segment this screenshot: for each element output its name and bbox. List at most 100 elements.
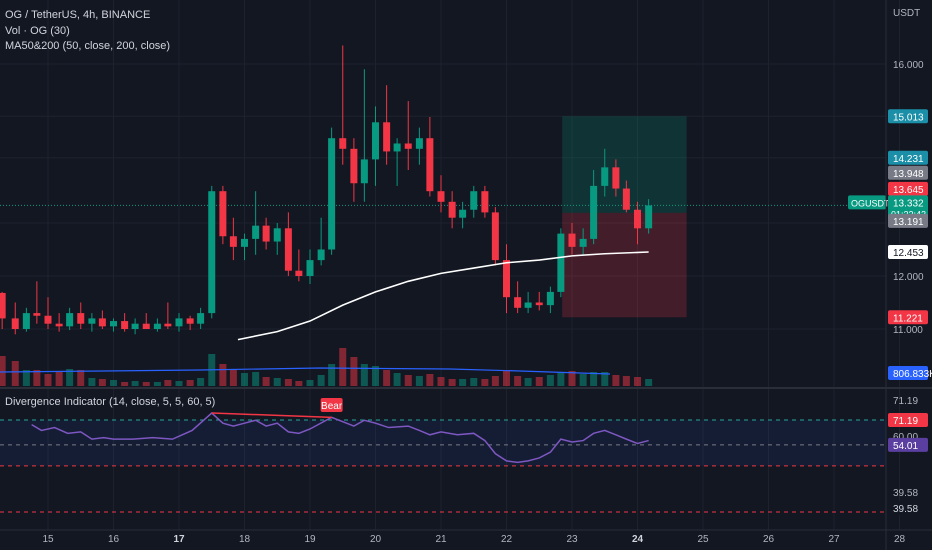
volume-bar (415, 376, 423, 386)
candle-body (186, 318, 194, 324)
volume-bar (273, 378, 281, 386)
stop-badge: 11.221 (893, 313, 923, 324)
volume-bar (142, 382, 150, 386)
candle-body (197, 313, 205, 324)
candle-body (328, 138, 336, 250)
candle-body (284, 228, 292, 271)
volume-bar (601, 372, 609, 386)
time-tick: 28 (894, 534, 906, 545)
osc-upper-badge-bg (888, 413, 928, 427)
candle-body (77, 313, 85, 324)
volume-bar (121, 382, 129, 386)
volume-bar (491, 376, 499, 386)
divergence-line (31, 412, 649, 464)
ma-badge-bg (888, 244, 928, 259)
r2-badge: 13.645 (893, 185, 924, 196)
volume-bar (437, 377, 445, 386)
volume-bar (66, 369, 74, 386)
volume-bar (459, 379, 467, 386)
volume-bar (612, 375, 620, 386)
ma-badge: 12.453 (893, 248, 924, 259)
candle-body (634, 209, 641, 229)
candle-body (339, 138, 347, 149)
time-tick: 19 (304, 534, 316, 545)
candle-body (645, 205, 653, 229)
volume-bar (524, 378, 532, 386)
candle-body (393, 143, 401, 152)
volume-badge-bg (888, 366, 928, 380)
candle-body (459, 209, 467, 218)
volume-bar (153, 382, 161, 386)
volume-bar (110, 380, 117, 386)
symbol-badge: OGUSDT (851, 198, 890, 208)
volume-bar (241, 373, 248, 386)
candle-body (131, 323, 139, 329)
volume-bar (229, 370, 237, 386)
candle-body (426, 138, 434, 192)
volume-bar (448, 379, 456, 386)
last-price: 13.332 (893, 198, 924, 209)
volume-bar (404, 375, 412, 386)
time-tick: 21 (435, 534, 447, 545)
candle-body (448, 201, 456, 218)
volume-bar (0, 356, 6, 386)
candle-body (491, 212, 499, 261)
time-tick: 23 (566, 534, 578, 545)
time-tick: 25 (697, 534, 709, 545)
candle-body (121, 321, 129, 329)
candle-body (44, 315, 52, 324)
time-tick: 26 (763, 534, 775, 545)
volume-bar (22, 370, 30, 386)
volume-bar (514, 376, 522, 386)
osc-lower-badge-bg (888, 501, 928, 515)
volume-bar (579, 374, 587, 386)
target-badge: 15.013 (893, 112, 924, 123)
time-tick: 22 (501, 534, 513, 545)
volume-bar (77, 370, 85, 386)
candle-body (503, 260, 510, 298)
candle-body (546, 291, 554, 306)
candle-body (470, 191, 478, 210)
time-tick: 15 (42, 534, 54, 545)
osc-value-badge-bg (888, 437, 928, 452)
volume-legend[interactable]: Vol · OG (30) (5, 25, 70, 37)
divergence-legend[interactable]: Divergence Indicator (14, close, 5, 5, 6… (5, 396, 216, 408)
time-tick: 24 (632, 534, 644, 545)
volume-bar (219, 364, 227, 386)
candle-body (88, 318, 96, 324)
candle-body (66, 313, 74, 327)
candle-body (164, 323, 172, 327)
volume-bar (383, 370, 391, 386)
candle-body (273, 228, 281, 242)
volume-bar (33, 370, 41, 386)
osc-tick: 60.00 (893, 432, 918, 443)
osc-tick: 71.19 (893, 396, 918, 407)
bear-label-bg (320, 398, 343, 412)
volume-bar (339, 348, 347, 386)
volume-bar (55, 372, 63, 386)
volume-bar (622, 376, 630, 386)
volume-bar (88, 378, 96, 386)
candle-body (175, 318, 183, 327)
volume-bar (535, 377, 543, 386)
candle-body (372, 122, 379, 160)
volume-bar (557, 372, 565, 386)
candle-body (579, 238, 587, 247)
candle-body (404, 143, 412, 149)
volume-bar (328, 364, 336, 386)
symbol-legend[interactable]: OG / TetherUS, 4h, BINANCE (5, 9, 151, 21)
volume-bar (393, 373, 401, 386)
candle-body (350, 148, 358, 184)
r2-badge-bg (888, 181, 928, 196)
ma-legend[interactable]: MA50&200 (50, close, 200, close) (5, 40, 171, 52)
candle-body (383, 122, 391, 152)
time-tick: 18 (239, 534, 251, 545)
candle-body (612, 167, 620, 189)
candle-body (557, 233, 565, 292)
r1-badge: 13.948 (893, 169, 924, 180)
candle-body (437, 191, 445, 202)
candle-body (153, 323, 161, 329)
volume-bar (175, 381, 183, 386)
volume-bar (372, 366, 379, 386)
